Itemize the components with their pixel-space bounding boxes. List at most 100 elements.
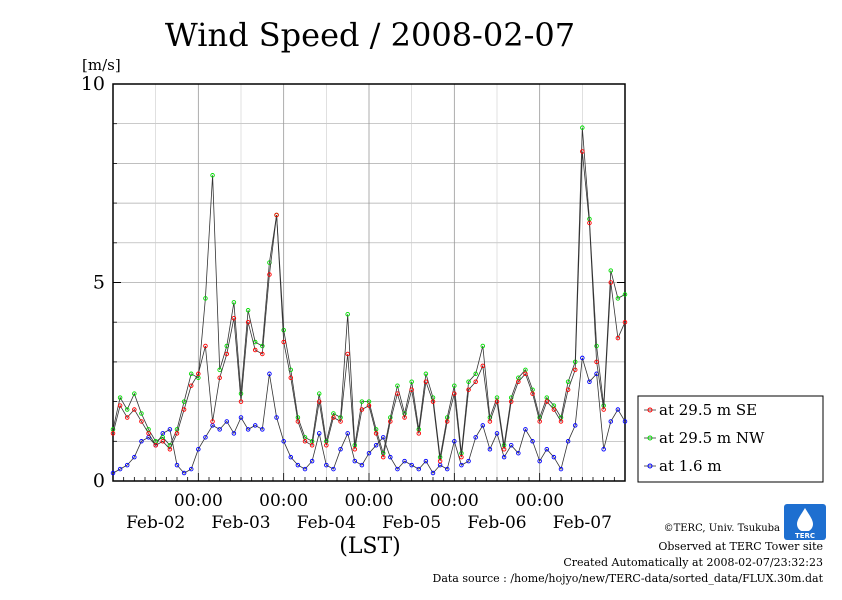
data-point [274,212,279,218]
data-point [324,443,329,448]
data-point [466,458,471,464]
x-time-label: 00:00 [174,491,223,511]
data-point [267,272,272,277]
data-point [572,423,578,428]
data-point [117,403,123,408]
data-point [444,466,450,472]
data-point [388,419,393,424]
data-point [132,407,137,412]
data-point [594,359,599,365]
legend-label: at 1.6 m [659,457,722,475]
data-point [473,435,478,440]
data-point [188,466,194,472]
data-point [217,375,222,381]
data-point [594,343,599,349]
data-point [295,462,301,468]
data-point [139,439,144,444]
data-point [544,446,550,452]
data-point [117,466,123,472]
data-point [124,415,130,420]
data-point [380,454,386,460]
data-point [516,379,521,385]
data-point [188,383,194,388]
data-point [295,419,301,424]
data-point [132,391,137,396]
x-day-label: Feb-04 [297,513,356,533]
data-point [252,347,258,353]
series-2 [110,355,628,476]
data-point [452,391,457,396]
legend-marker [647,463,653,469]
x-day-label: Feb-06 [467,513,526,533]
data-point [302,466,308,472]
data-point [516,450,521,456]
data-point [331,415,336,420]
data-point [324,462,329,468]
data-point [494,399,500,404]
data-point [530,391,535,396]
data-point [388,454,393,460]
x-time-label: 00:00 [259,491,308,511]
data-point [217,427,222,432]
data-point [466,379,471,385]
data-point [124,407,130,412]
data-point [167,427,173,432]
data-point [260,427,265,432]
data-point [267,371,272,377]
data-point [160,439,166,444]
data-point [551,454,557,460]
data-point [288,375,294,381]
footer-observed: Observed at TERC Tower site [658,540,823,553]
data-point [494,431,500,436]
data-point [245,427,251,432]
data-point [430,399,436,404]
data-point [274,415,279,420]
data-point [537,458,542,464]
data-point [217,367,222,373]
data-point [480,343,486,349]
data-point [551,407,557,412]
data-point [146,431,151,436]
data-point [615,296,621,301]
data-point [380,435,386,440]
data-point [409,379,414,385]
x-time-label: 00:00 [430,491,479,511]
y-axis: 0 5 10 [81,73,625,492]
data-point [281,327,286,333]
data-point [338,419,343,424]
data-point [423,371,429,377]
data-point [537,419,542,424]
data-point [565,379,571,385]
data-point [409,387,414,392]
data-point [203,343,208,349]
data-point [416,431,422,436]
data-point [139,419,144,424]
data-point [231,300,237,305]
legend-label: at 29.5 m NW [659,429,765,447]
data-point [196,446,201,452]
data-point [544,399,550,404]
series-line [112,127,626,458]
data-point [196,371,201,377]
logo-text: TERC [795,532,815,540]
data-point [203,296,208,301]
data-point [466,387,471,392]
y-tick-label: 5 [93,272,105,294]
data-point [210,419,215,424]
data-point [459,462,464,468]
data-point [252,423,258,428]
data-point [110,470,116,476]
data-point [167,446,173,452]
data-point [231,431,237,436]
x-day-label: Feb-07 [553,513,612,533]
data-point [615,335,621,341]
data-point [124,462,130,468]
data-point [530,439,535,444]
data-point [231,315,237,321]
series-line [112,151,626,462]
data-point [416,466,422,472]
data-point [508,399,514,404]
data-point [523,371,528,377]
data-point [338,446,343,452]
data-point [608,268,614,273]
